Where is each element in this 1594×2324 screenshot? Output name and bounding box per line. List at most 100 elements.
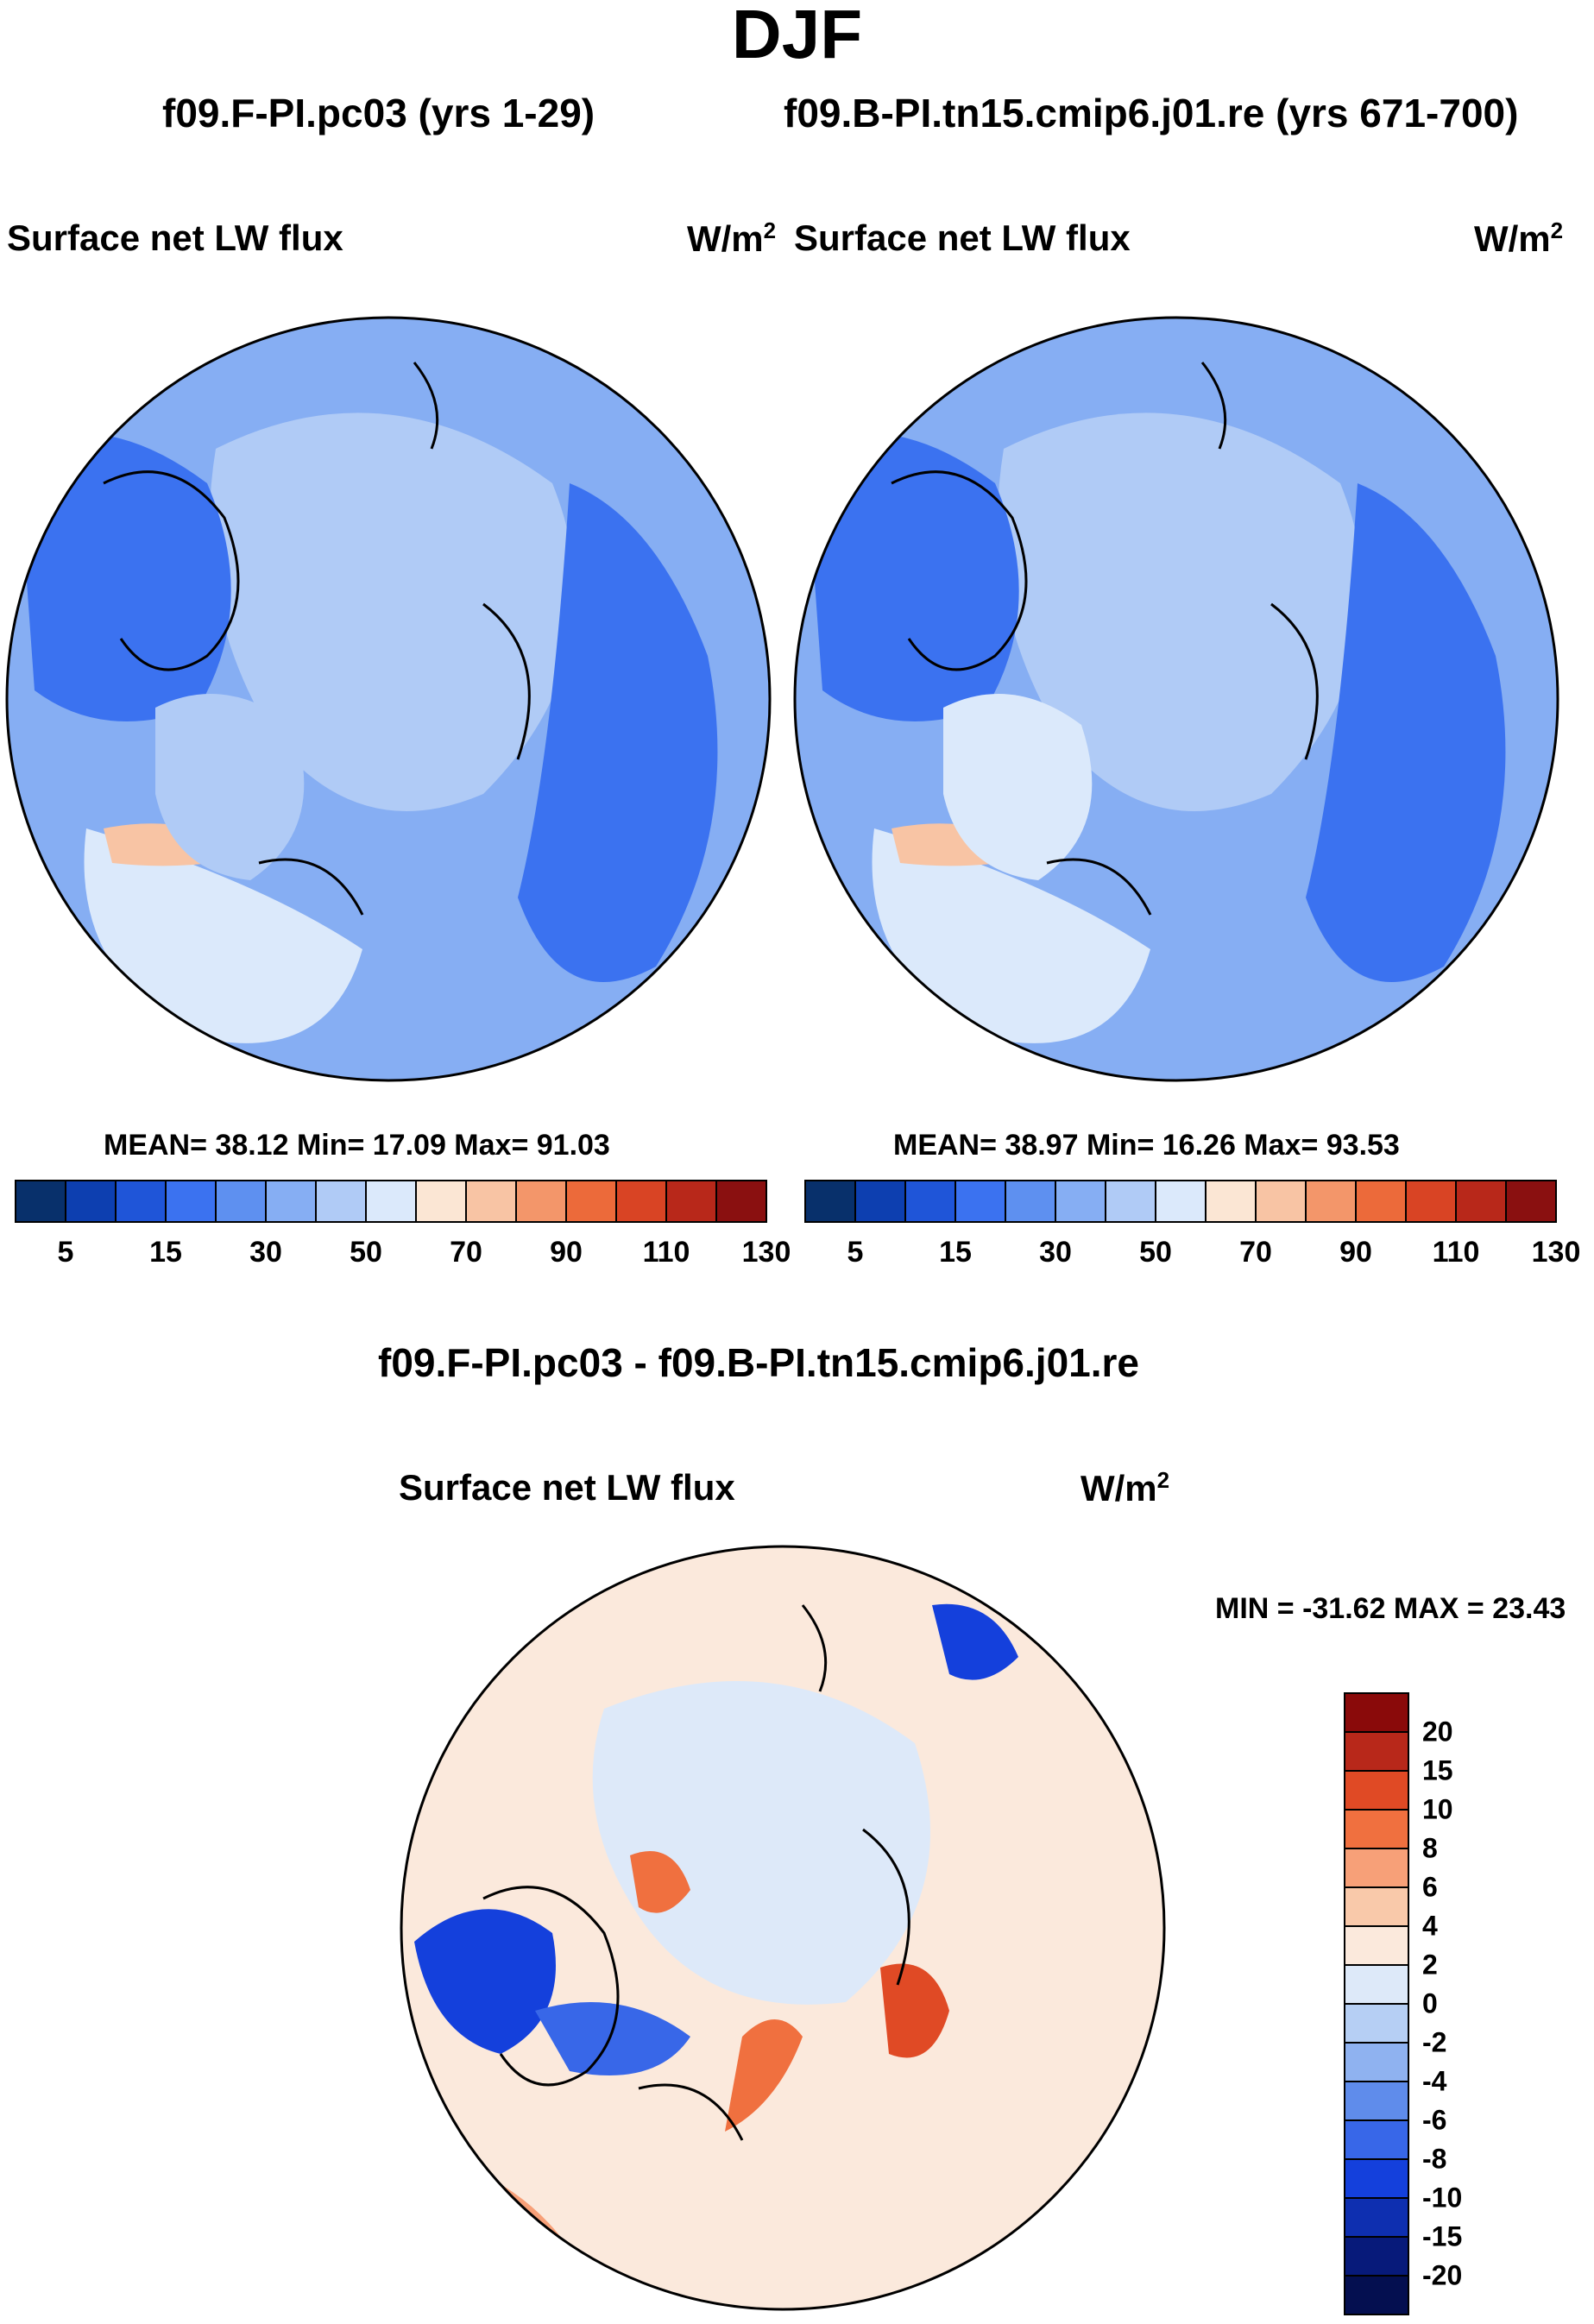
right-map-field-east (1306, 483, 1506, 982)
colorbar-swatch (1344, 1886, 1409, 1927)
colorbar-swatch (465, 1180, 517, 1223)
diff-panel-title: f09.F-PI.pc03 - f09.B-PI.tn15.cmip6.j01.… (378, 1340, 1139, 1385)
colorbar-swatch (515, 1180, 567, 1223)
colorbar-swatch (565, 1180, 617, 1223)
colorbar-swatch (65, 1180, 117, 1223)
colorbar-swatch (1344, 1964, 1409, 2005)
colorbar-tick-label: 20 (1422, 1716, 1453, 1748)
left-map-field-west (17, 433, 231, 721)
left-map-field-south (84, 828, 362, 1043)
colorbar-tick-label: 50 (1139, 1236, 1172, 1269)
colorbar-tick-label: -2 (1422, 2026, 1447, 2058)
right-map-field-west (805, 433, 1019, 721)
colorbar-tick-label: 10 (1422, 1793, 1453, 1825)
diff-colorbar (1344, 1692, 1409, 2315)
colorbar-swatch (854, 1180, 906, 1223)
colorbar-tick-label: 0 (1422, 1987, 1438, 2019)
colorbar-swatch (415, 1180, 467, 1223)
colorbar-tick-label: -8 (1422, 2143, 1447, 2175)
diff-map-field-warm-band (725, 2019, 803, 2132)
colorbar-tick-label: 5 (57, 1236, 74, 1269)
diff-map-field-arctic-warm (630, 1851, 690, 1913)
colorbar-swatch (1344, 2275, 1409, 2315)
colorbar-tick-label: -6 (1422, 2104, 1447, 2136)
colorbar-tick-label: 110 (642, 1236, 690, 1269)
diff-map-field-band (535, 2002, 690, 2075)
right-map-field-greenland (943, 694, 1093, 880)
colorbar-swatch (165, 1180, 217, 1223)
colorbar-swatch (1344, 2236, 1409, 2277)
colorbar-swatch (1344, 2081, 1409, 2121)
colorbar-swatch (315, 1180, 367, 1223)
colorbar-swatch (1344, 1770, 1409, 1811)
colorbar-tick-label: 30 (1039, 1236, 1072, 1269)
left-map-field-cap (210, 413, 576, 811)
colorbar-tick-label: 15 (149, 1236, 182, 1269)
colorbar-swatch (115, 1180, 167, 1223)
colorbar-swatch (1344, 1731, 1409, 1772)
colorbar-swatch (904, 1180, 956, 1223)
left-variable-label: Surface net LW flux (7, 217, 343, 258)
left-map-field-greenland (155, 694, 305, 880)
colorbar-tick-label: -10 (1422, 2182, 1463, 2214)
diff-map-field-greenland (932, 1603, 1018, 1680)
colorbar-swatch (1205, 1180, 1257, 1223)
left-colorbar (15, 1180, 767, 1223)
colorbar-swatch (1344, 1692, 1409, 1733)
colorbar-swatch (1455, 1180, 1507, 1223)
left-map-field-east (518, 483, 718, 982)
colorbar-swatch (665, 1180, 717, 1223)
left-stats: MEAN= 38.12 Min= 17.09 Max= 91.03 (104, 1129, 610, 1162)
right-map-coastline (891, 362, 1319, 916)
colorbar-swatch (1344, 2197, 1409, 2238)
diff-map-coastline (482, 1604, 910, 2141)
colorbar-tick-label: 15 (1422, 1754, 1453, 1786)
right-map (795, 318, 1558, 1080)
colorbar-swatch (1344, 2042, 1409, 2082)
diff-variable-label: Surface net LW flux (399, 1467, 735, 1508)
colorbar-swatch (1055, 1180, 1106, 1223)
colorbar-tick-label: 110 (1432, 1236, 1480, 1269)
colorbar-tick-label: 130 (1531, 1236, 1581, 1269)
left-map-coastline (103, 362, 531, 916)
colorbar-swatch (365, 1180, 417, 1223)
colorbar-tick-label: 90 (1339, 1236, 1372, 1269)
colorbar-tick-label: 50 (350, 1236, 382, 1269)
diff-map-field-center (592, 1681, 930, 2005)
colorbar-swatch (715, 1180, 767, 1223)
right-stats: MEAN= 38.97 Min= 16.26 Max= 93.53 (893, 1129, 1400, 1162)
colorbar-tick-label: 6 (1422, 1871, 1438, 1903)
colorbar-swatch (1344, 2158, 1409, 2199)
colorbar-tick-label: 90 (550, 1236, 583, 1269)
colorbar-tick-label: 2 (1422, 1949, 1438, 1981)
colorbar-swatch (1355, 1180, 1407, 1223)
colorbar-swatch (1305, 1180, 1357, 1223)
diff-units-label: W/m2 (1081, 1467, 1170, 1508)
colorbar-swatch (1344, 2003, 1409, 2044)
colorbar-swatch (1344, 2119, 1409, 2160)
colorbar-tick-label: 70 (1239, 1236, 1272, 1269)
right-map-field-cap (998, 413, 1364, 811)
season-title: DJF (731, 0, 863, 72)
colorbar-swatch (1505, 1180, 1557, 1223)
colorbar-swatch (15, 1180, 66, 1223)
colorbar-swatch (265, 1180, 317, 1223)
colorbar-swatch (215, 1180, 267, 1223)
colorbar-swatch (1005, 1180, 1056, 1223)
right-colorbar (804, 1180, 1557, 1223)
colorbar-swatch (955, 1180, 1006, 1223)
right-map-field-south (872, 828, 1150, 1043)
colorbar-tick-label: 4 (1422, 1910, 1438, 1942)
diff-map-field-warm-east (880, 1963, 949, 2058)
right-panel-title: f09.B-PI.tn15.cmip6.j01.re (yrs 671-700) (784, 91, 1519, 135)
colorbar-tick-label: 8 (1422, 1832, 1438, 1864)
left-units-label: W/m2 (687, 217, 777, 259)
colorbar-tick-label: -15 (1422, 2220, 1463, 2252)
left-map (7, 318, 770, 1080)
colorbar-swatch (1155, 1180, 1207, 1223)
diff-minmax: MIN = -31.62 MAX = 23.43 (1215, 1592, 1566, 1625)
colorbar-tick-label: 5 (847, 1236, 864, 1269)
colorbar-tick-label: 70 (450, 1236, 482, 1269)
colorbar-swatch (1405, 1180, 1457, 1223)
